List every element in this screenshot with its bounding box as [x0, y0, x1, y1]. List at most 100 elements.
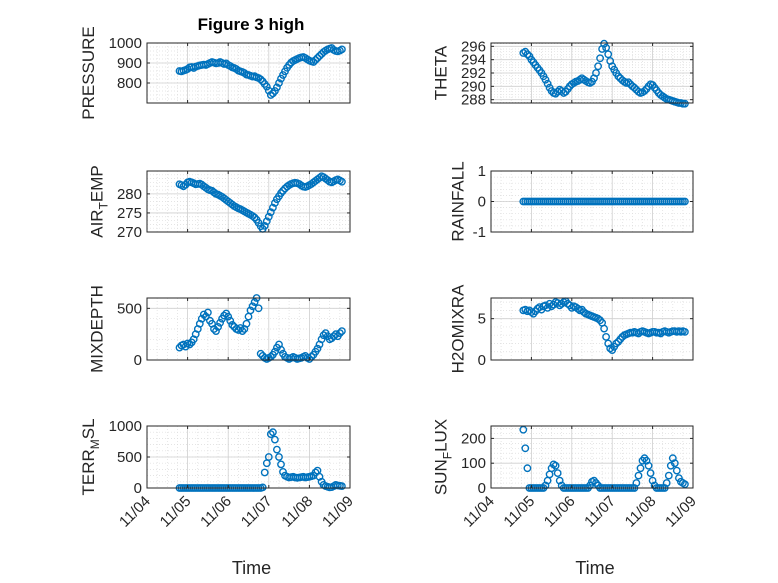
data-point	[264, 453, 273, 461]
data-point	[331, 330, 340, 339]
x-tick-label: 11/09	[319, 493, 357, 531]
data-point	[254, 304, 263, 313]
data-point	[210, 325, 218, 333]
subplot-mixdepth: 0 500 MIXDEPTH	[88, 285, 351, 373]
data-point	[260, 221, 269, 230]
data-point	[212, 327, 220, 335]
data-point	[624, 78, 633, 87]
data-point	[275, 79, 283, 87]
subplot-air_temp: 270 275 280 AIRTEMP	[88, 165, 351, 241]
x-tick-label: 11/08	[278, 493, 316, 531]
y-axis-label: RAINFALL	[449, 161, 468, 241]
data-point	[216, 318, 225, 327]
data-point	[242, 319, 251, 328]
data-point	[574, 304, 582, 313]
data-point	[630, 83, 639, 92]
data-point	[681, 327, 689, 336]
data-point	[270, 199, 279, 207]
y-tick-label: 1	[478, 163, 486, 180]
y-tick-label: 296	[461, 38, 486, 55]
subplot-rainfall: -1 0 1 RAINFALL	[449, 161, 694, 242]
data-point	[547, 302, 556, 311]
data-point	[319, 331, 328, 340]
data-point	[551, 89, 560, 98]
data-point	[272, 83, 281, 92]
y-tick-label: 0	[134, 480, 142, 497]
data-point	[317, 335, 326, 344]
subplot-h2omixra: 0 5 H2OMIXRA	[449, 284, 694, 373]
data-point	[555, 476, 564, 485]
data-point	[203, 308, 212, 317]
y-axis-label: SUNFLUX	[432, 419, 455, 495]
data-point	[337, 327, 346, 335]
x-tick-label: 11/08	[622, 493, 660, 531]
data-point	[681, 480, 689, 489]
data-point	[185, 340, 194, 349]
data-point	[262, 217, 271, 226]
x-tick-label: 11/04	[460, 493, 498, 531]
data-point	[551, 461, 560, 470]
y-tick-label: 294	[461, 52, 486, 69]
axes-box	[146, 297, 351, 361]
y-tick-label: 0	[134, 352, 142, 369]
y-tick-label: 270	[117, 224, 142, 241]
data-series	[175, 44, 346, 99]
y-axis-label: THETA	[432, 45, 451, 100]
data-point	[197, 314, 206, 323]
data-point	[632, 479, 641, 487]
x-tick-label: 11/09	[662, 493, 700, 531]
data-point	[256, 349, 265, 358]
data-point	[311, 468, 320, 477]
data-series	[175, 294, 346, 363]
x-tick-label: 11/07	[581, 493, 619, 531]
data-point	[614, 72, 623, 81]
data-point	[594, 314, 602, 323]
y-tick-label: 0	[478, 352, 486, 369]
data-point	[258, 483, 267, 492]
data-point	[523, 464, 532, 473]
data-point	[553, 469, 562, 477]
data-point	[640, 87, 649, 95]
data-series	[175, 172, 346, 233]
data-point	[305, 355, 314, 363]
data-point	[256, 75, 265, 84]
y-axis-label: PRESSURE	[79, 26, 98, 120]
data-point	[201, 183, 210, 192]
data-point	[279, 186, 287, 195]
data-point	[228, 320, 237, 329]
y-tick-label: -1	[473, 224, 486, 241]
data-point	[592, 69, 600, 77]
data-point	[612, 339, 621, 348]
figure-title: Figure 3 high	[198, 15, 305, 34]
axes-box	[146, 42, 351, 104]
y-tick-label: 500	[117, 449, 142, 466]
data-point	[250, 298, 259, 306]
data-point	[272, 445, 281, 454]
data-point	[224, 312, 233, 321]
y-tick-label: 200	[461, 430, 486, 447]
data-point	[311, 56, 320, 64]
x-tick-label: 11/05	[157, 493, 195, 531]
data-point	[250, 213, 259, 222]
y-tick-label: 288	[461, 92, 486, 109]
data-point	[594, 62, 602, 71]
y-tick-label: 275	[117, 205, 142, 222]
axes-box	[490, 297, 694, 361]
minor-grid	[147, 170, 350, 233]
x-tick-label: 11/05	[500, 493, 538, 531]
data-point	[527, 308, 536, 316]
x-axis-label: Time	[232, 558, 271, 578]
data-point	[210, 188, 218, 197]
y-tick-label: 292	[461, 65, 486, 82]
y-tick-label: 500	[117, 300, 142, 317]
data-point	[264, 212, 273, 221]
data-point	[543, 303, 552, 312]
y-tick-label: 290	[461, 78, 486, 95]
y-tick-label: 100	[461, 455, 486, 472]
data-point	[277, 189, 285, 198]
data-point	[268, 428, 277, 437]
data-point	[309, 58, 318, 66]
